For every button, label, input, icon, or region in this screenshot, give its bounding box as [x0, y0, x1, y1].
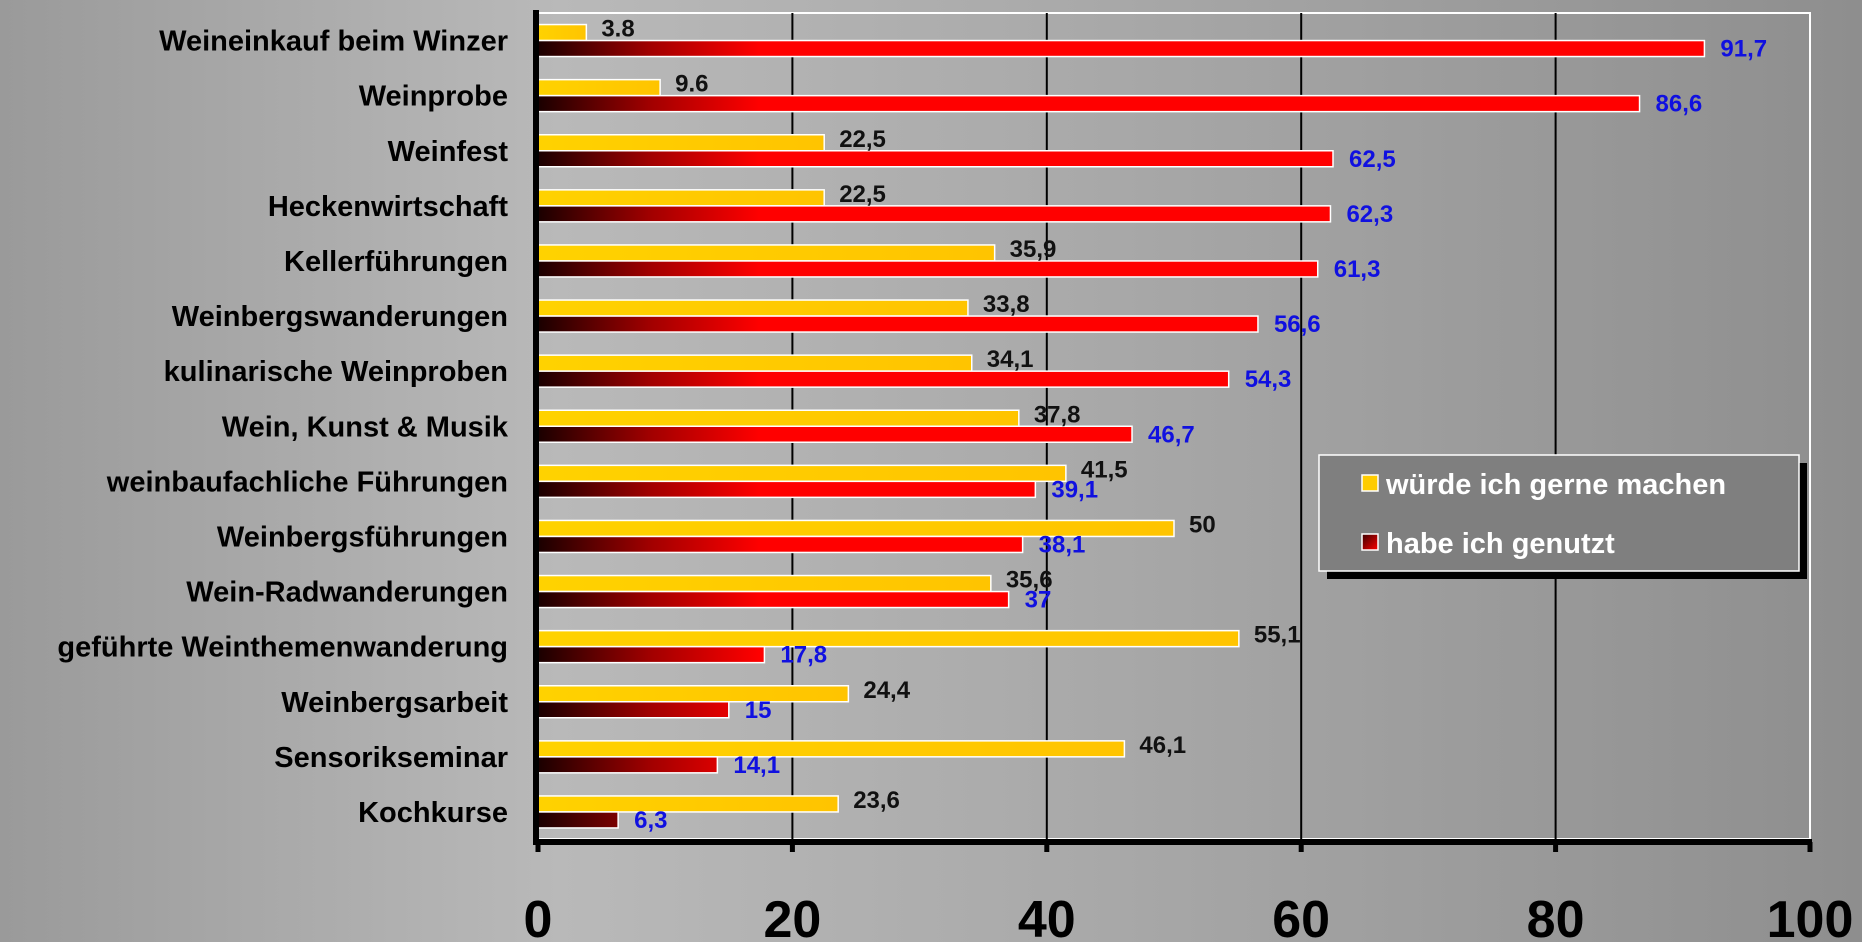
data-label-habe: 46,7 [1148, 421, 1195, 448]
x-tick-label-20: 20 [763, 891, 821, 942]
data-label-habe: 86,6 [1656, 91, 1703, 118]
bar-wuerde [537, 299, 969, 317]
data-label-wuerde: 46,1 [1139, 732, 1186, 759]
legend-swatch-wuerde [1361, 474, 1379, 492]
category-label: kulinarische Weinproben [164, 356, 508, 388]
bar-wuerde [537, 740, 1126, 758]
category-label: Weineinkauf beim Winzer [159, 26, 508, 58]
category-label: geführte Weinthemenwanderung [57, 632, 508, 664]
data-label-wuerde: 50 [1189, 511, 1216, 538]
data-label-wuerde: 9.6 [675, 71, 708, 98]
category-label: Kochkurse [358, 797, 508, 829]
bar-wuerde [537, 78, 661, 97]
category-label: Weinbergswanderungen [172, 301, 508, 333]
bar-wuerde [537, 464, 1067, 483]
category-label: Wein-Radwanderungen [186, 577, 508, 609]
category-label: Kellerführungen [284, 246, 508, 278]
category-label: Weinfest [388, 136, 509, 168]
bar-habe [537, 811, 619, 829]
category-label: Weinprobe [359, 81, 508, 113]
bar-habe [537, 425, 1133, 443]
bar-wuerde [537, 629, 1240, 648]
category-label: Wein, Kunst & Musik [222, 411, 509, 443]
bar-wuerde [537, 795, 839, 813]
legend-box [1318, 454, 1800, 572]
bar-habe [537, 480, 1037, 499]
category-label: Heckenwirtschaft [268, 191, 508, 223]
bar-wuerde [537, 574, 992, 593]
data-label-wuerde: 23,6 [853, 787, 900, 814]
bar-wuerde [537, 409, 1020, 427]
x-tick-label-40: 40 [1018, 891, 1076, 942]
bar-habe [537, 756, 719, 774]
legend-label-habe: habe ich genutzt [1386, 528, 1615, 560]
bar-habe [537, 590, 1010, 609]
data-label-wuerde: 3.8 [601, 16, 634, 43]
data-label-wuerde: 41,5 [1081, 456, 1128, 483]
x-tick-label-100: 100 [1767, 891, 1854, 942]
data-label-habe: 56,6 [1274, 311, 1321, 338]
bar-wuerde [537, 244, 996, 262]
category-label: weinbaufachliche Führungen [106, 466, 508, 498]
legend-swatch-habe [1361, 533, 1379, 551]
bar-wuerde [537, 189, 825, 207]
data-label-wuerde: 35,6 [1006, 567, 1053, 594]
data-label-habe: 37 [1025, 587, 1052, 614]
bar-wuerde [537, 23, 588, 42]
data-label-habe: 6,3 [634, 807, 667, 834]
data-label-habe: 14,1 [733, 752, 780, 779]
data-label-habe: 62,3 [1346, 201, 1393, 228]
x-axis-ticks: 0 20 40 60 80 100 [524, 842, 1854, 942]
data-label-wuerde: 22,5 [839, 181, 886, 208]
x-tick-label-0: 0 [524, 891, 553, 942]
legend-label-wuerde: würde ich gerne machen [1385, 469, 1726, 501]
value-labels: 3.8 91,7 9.6 86,6 22,5 62,5 22,5 62,3 35,9 61,3 33… [601, 16, 1767, 834]
bar-habe [537, 39, 1706, 58]
data-label-habe: 17,8 [780, 642, 827, 669]
data-label-habe: 39,1 [1051, 476, 1098, 503]
category-labels: Weineinkauf beim Winzer Weinprobe Weinfest… [57, 26, 508, 829]
bar-habe [537, 150, 1334, 168]
data-label-habe: 62,5 [1349, 146, 1396, 173]
data-label-wuerde: 37,8 [1034, 401, 1081, 428]
bar-habe [537, 535, 1024, 554]
bar-wuerde [537, 685, 850, 703]
x-tick-label-80: 80 [1527, 891, 1585, 942]
category-label: Weinbergsführungen [217, 521, 508, 553]
bars [537, 23, 1706, 829]
bar-wuerde [537, 354, 973, 372]
legend: würde ich gerne machen habe ich genutzt [1318, 454, 1807, 579]
category-label: Weinbergsarbeit [281, 687, 508, 719]
data-label-wuerde: 33,8 [983, 291, 1030, 318]
bar-wuerde [537, 134, 825, 152]
data-label-wuerde: 55,1 [1254, 622, 1301, 649]
bar-habe [537, 370, 1230, 388]
bar-habe [537, 260, 1319, 278]
data-label-habe: 15 [745, 697, 772, 724]
data-label-habe: 61,3 [1334, 256, 1381, 283]
x-tick-label-60: 60 [1272, 891, 1330, 942]
data-label-habe: 38,1 [1039, 531, 1086, 558]
data-label-wuerde: 24,4 [863, 677, 910, 704]
bar-habe [537, 315, 1259, 333]
data-label-habe: 54,3 [1245, 366, 1292, 393]
data-label-wuerde: 35,9 [1010, 236, 1057, 263]
bar-habe [537, 645, 766, 664]
category-label: Sensorikseminar [274, 742, 508, 774]
data-label-wuerde: 22,5 [839, 126, 886, 153]
data-label-wuerde: 34,1 [987, 346, 1034, 373]
bar-habe [537, 701, 730, 719]
bar-habe [537, 94, 1641, 113]
bar-habe [537, 205, 1332, 223]
data-label-habe: 91,7 [1720, 36, 1767, 63]
